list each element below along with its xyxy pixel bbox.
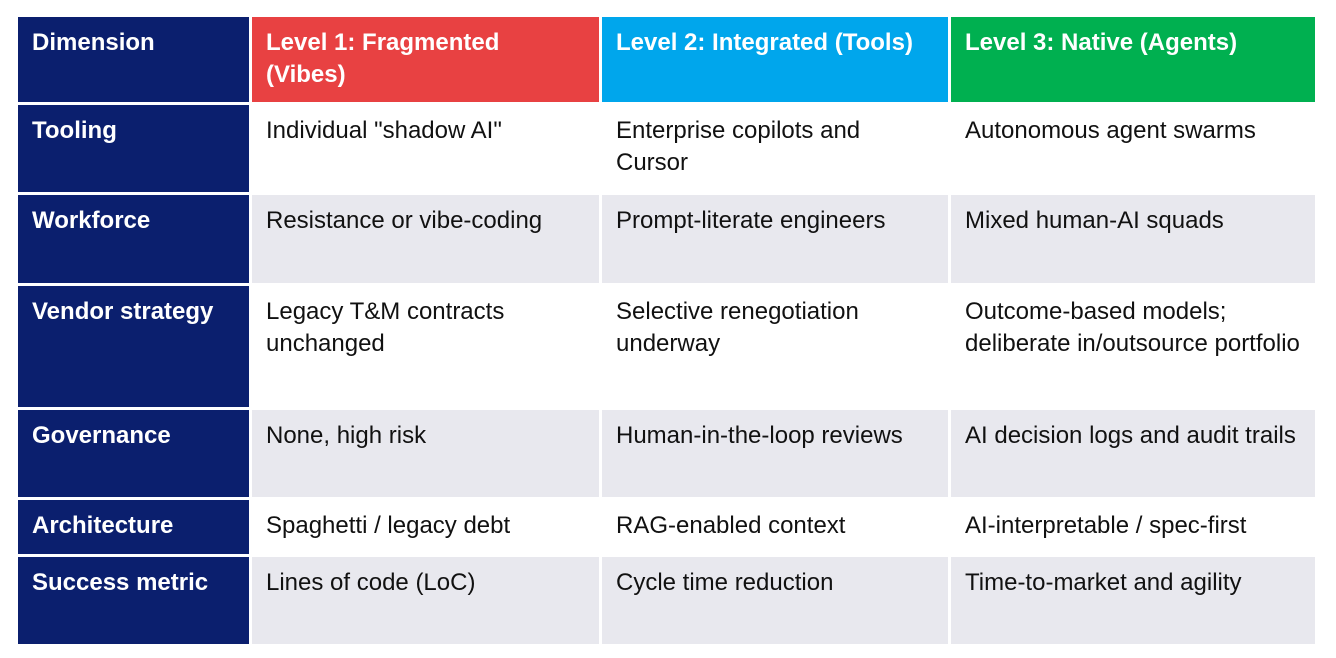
table-cell: Time-to-market and agility: [951, 557, 1315, 644]
table-cell: Lines of code (LoC): [252, 557, 599, 644]
table-cell: None, high risk: [252, 410, 599, 497]
comparison-table: Dimension Level 1: Fragmented (Vibes) Leve…: [18, 17, 1315, 644]
header-cell: Level 3: Native (Agents): [951, 17, 1315, 102]
table-cell: Mixed human-AI squads: [951, 195, 1315, 283]
table-cell: Spaghetti / legacy debt: [252, 500, 599, 554]
header-cell: Level 1: Fragmented (Vibes): [252, 17, 599, 102]
row-label: Workforce: [18, 195, 249, 283]
table-cell: Resistance or vibe-coding: [252, 195, 599, 283]
row-label: Success metric: [18, 557, 249, 644]
table-cell: Prompt-literate engineers: [602, 195, 948, 283]
table-cell: Enterprise copilots and Cursor: [602, 105, 948, 192]
header-cell: Dimension: [18, 17, 249, 102]
table-cell: Autonomous agent swarms: [951, 105, 1315, 192]
row-label: Architecture: [18, 500, 249, 554]
row-label: Vendor strategy: [18, 286, 249, 407]
row-label: Tooling: [18, 105, 249, 192]
table-cell: Individual "shadow AI": [252, 105, 599, 192]
table-cell: AI decision logs and audit trails: [951, 410, 1315, 497]
table-cell: Human-in-the-loop reviews: [602, 410, 948, 497]
table-cell: Selective renegotiation underway: [602, 286, 948, 407]
row-label: Governance: [18, 410, 249, 497]
header-cell: Level 2: Integrated (Tools): [602, 17, 948, 102]
table-cell: Outcome-based models; deliberate in/outs…: [951, 286, 1315, 407]
table-cell: Legacy T&M contracts unchanged: [252, 286, 599, 407]
table-cell: AI-interpretable / spec-first: [951, 500, 1315, 554]
table-cell: RAG-enabled context: [602, 500, 948, 554]
table-cell: Cycle time reduction: [602, 557, 948, 644]
